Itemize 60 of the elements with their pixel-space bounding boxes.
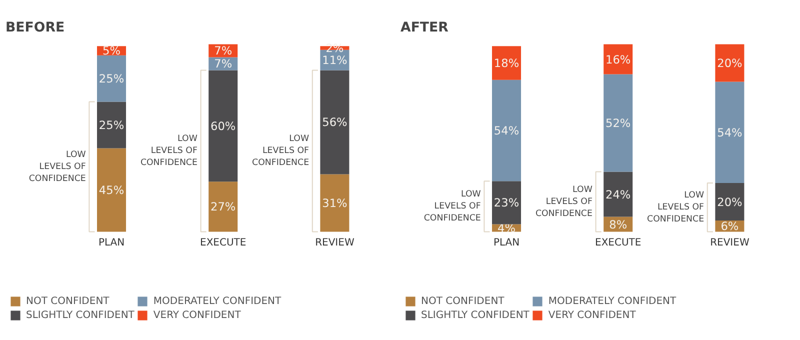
annotation: LOW LEVELS OF CONFIDENCE (28, 150, 86, 184)
legend-label: SLIGHTLY CONFIDENT (421, 310, 530, 320)
data-label: 5% (102, 44, 121, 58)
x-tick-label: PLAN (98, 237, 125, 248)
data-label: 16% (606, 52, 631, 66)
data-label: 18% (494, 56, 520, 70)
bar (492, 46, 522, 80)
bar (320, 174, 350, 232)
bar (97, 148, 126, 232)
bar (97, 55, 126, 102)
legend-label: VERY CONFIDENT (153, 310, 241, 320)
data-label: 4% (498, 221, 516, 235)
data-label: 7% (214, 56, 232, 71)
bar (320, 70, 350, 174)
data-label: 8% (609, 217, 628, 232)
data-label: 20% (717, 194, 743, 209)
x-tick-label: EXECUTE (200, 237, 246, 248)
data-label: 52% (606, 116, 631, 130)
chart-title: BEFORE (6, 20, 65, 36)
data-label: 31% (322, 196, 348, 210)
data-label: 60% (210, 118, 236, 133)
data-label: 7% (214, 44, 232, 58)
bar (97, 102, 126, 148)
data-label: 54% (494, 124, 520, 138)
bar (492, 181, 522, 224)
data-label: 11% (322, 53, 348, 68)
data-label: 24% (606, 187, 631, 202)
x-tick-label: EXECUTE (595, 237, 642, 248)
data-label: 6% (720, 219, 739, 234)
chart-title: AFTER (400, 20, 448, 36)
legend-label: NOT CONFIDENT (26, 296, 110, 306)
legend-label: MODERATELY CONFIDENT (153, 296, 282, 306)
bar (492, 80, 522, 182)
x-tick-label: PLAN (493, 237, 520, 248)
x-tick-label: REVIEW (315, 237, 354, 248)
data-label: 25% (98, 118, 124, 132)
data-label: 27% (210, 200, 236, 214)
annotation: LOW LEVELS OF CONFIDENCE (535, 184, 593, 219)
bar (208, 70, 238, 182)
bar (715, 82, 744, 183)
legend-label: SLIGHTLY CONFIDENT (26, 310, 134, 320)
data-label: 23% (494, 196, 520, 210)
data-label: 25% (98, 72, 124, 86)
legend-label: NOT CONFIDENT (421, 296, 504, 306)
annotation: LOW LEVELS OF CONFIDENCE (140, 134, 198, 168)
annotation: LOW LEVELS OF CONFIDENCE (252, 134, 310, 168)
bar (715, 44, 744, 82)
data-label: 45% (98, 182, 124, 197)
bar (604, 172, 633, 217)
annotation: LOW LEVELS OF CONFIDENCE (647, 190, 704, 224)
bar (604, 74, 633, 172)
legend-label: VERY CONFIDENT (548, 310, 636, 320)
data-label: 54% (717, 125, 743, 140)
annotation: LOW LEVELS OF CONFIDENCE (424, 189, 482, 224)
legend-label: MODERATELY CONFIDENT (548, 296, 676, 306)
data-label: 20% (717, 56, 743, 70)
data-label: 56% (322, 115, 348, 130)
bar (715, 183, 744, 220)
x-tick-label: REVIEW (710, 237, 750, 248)
bar (208, 182, 238, 232)
